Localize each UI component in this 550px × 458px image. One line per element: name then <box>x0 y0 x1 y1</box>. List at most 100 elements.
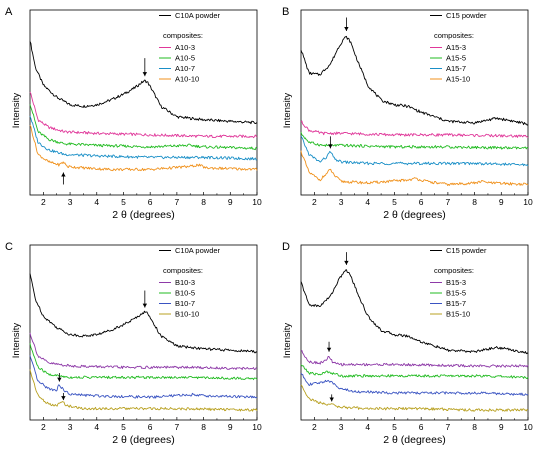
legend-entry: B10-5 <box>175 289 195 298</box>
legend-entry: A15-7 <box>446 64 466 73</box>
x-tick-label: 6 <box>148 197 153 207</box>
series-line-b15-10 <box>300 384 529 412</box>
x-tick-label: 8 <box>201 197 206 207</box>
legend-entry: A15-10 <box>446 75 470 84</box>
x-tick-label: 9 <box>228 422 233 432</box>
legend-entry: B15-7 <box>446 299 466 308</box>
annotation-arrow-head <box>61 172 66 177</box>
x-tick-label: 2 <box>312 422 317 432</box>
x-tick-label: 10 <box>252 422 262 432</box>
legend-entry: A15-3 <box>446 43 466 52</box>
y-axis-title: Intensity <box>282 323 293 359</box>
x-tick-label: 8 <box>472 422 477 432</box>
legend-entry: B15-3 <box>446 278 466 287</box>
y-axis-title: Intensity <box>11 323 22 359</box>
x-tick-label: 8 <box>472 197 477 207</box>
plot-frame <box>29 244 258 421</box>
legend-header: composites: <box>163 266 203 275</box>
legend-entry: A10-10 <box>175 75 199 84</box>
x-tick-label: 9 <box>499 197 504 207</box>
series-line-b15-3 <box>300 350 529 368</box>
series-line-b10-5 <box>29 343 258 381</box>
x-tick-label: 4 <box>94 422 99 432</box>
plot-frame <box>300 9 529 196</box>
x-tick-label: 10 <box>523 197 533 207</box>
legend-entry: B15-10 <box>446 310 470 319</box>
legend-header: composites: <box>163 31 203 40</box>
x-tick-label: 4 <box>94 197 99 207</box>
x-tick-label: 2 <box>41 197 46 207</box>
annotation-arrow-head <box>326 347 332 352</box>
plot-frame <box>29 9 258 196</box>
legend-entry: C10A powder <box>175 246 221 255</box>
legend-entry: B10-10 <box>175 310 199 319</box>
legend-entry: B10-3 <box>175 278 195 287</box>
x-tick-label: 7 <box>175 197 180 207</box>
series-line-a10-3 <box>29 91 258 139</box>
legend-entry: A10-5 <box>175 54 195 63</box>
x-tick-label: 5 <box>121 197 126 207</box>
x-axis-title: 2 θ (degrees) <box>383 434 445 446</box>
x-tick-label: 3 <box>339 422 344 432</box>
series-line-b10-7 <box>29 355 258 399</box>
annotation-arrow-head <box>142 72 148 77</box>
x-tick-label: 7 <box>175 422 180 432</box>
annotation-arrow-head <box>61 396 66 401</box>
x-tick-label: 8 <box>201 422 206 432</box>
series-line-c10a-powder <box>29 273 258 354</box>
x-tick-label: 6 <box>148 422 153 432</box>
series-line-a10-5 <box>29 104 258 151</box>
plot-frame <box>300 244 529 421</box>
annotation-arrow-head <box>329 397 334 402</box>
x-tick-label: 6 <box>419 422 424 432</box>
panel-a: A 2 3 4 5 6 7 8 9 10 2 θ (degrees) Intensity C10A po… <box>5 6 262 221</box>
legend-header: composites: <box>434 266 474 275</box>
legend-entry: B10-7 <box>175 299 195 308</box>
panel-letter: B <box>282 6 289 18</box>
series-line-a15-10 <box>300 150 529 186</box>
annotation-arrow-head <box>57 377 62 382</box>
annotation-arrow-head <box>344 260 349 265</box>
panel-b: B 2 3 4 5 6 7 8 9 10 2 θ (degrees) Intensity C15 pow… <box>282 6 533 221</box>
x-tick-label: 4 <box>365 197 370 207</box>
legend-entry: A15-5 <box>446 54 466 63</box>
x-tick-label: 10 <box>252 197 262 207</box>
x-axis-title: 2 θ (degrees) <box>112 434 174 446</box>
x-axis-title: 2 θ (degrees) <box>383 209 445 221</box>
x-tick-label: 3 <box>68 197 73 207</box>
panel-d: D 2 3 4 5 6 7 8 9 10 2 θ (degrees) Intensity C15 pow… <box>282 241 533 446</box>
series-line-c15-powder <box>300 35 529 126</box>
legend-entry: C10A powder <box>175 11 221 20</box>
x-tick-label: 10 <box>523 422 533 432</box>
x-tick-label: 4 <box>365 422 370 432</box>
x-axis-title: 2 θ (degrees) <box>112 209 174 221</box>
series-line-b15-7 <box>300 372 529 396</box>
series-line-a15-3 <box>300 120 529 138</box>
legend-entry: A10-7 <box>175 64 195 73</box>
legend-entry: A10-3 <box>175 43 195 52</box>
annotation-arrow-head <box>344 27 349 32</box>
series-line-a15-5 <box>300 132 529 150</box>
series-line-c15-powder <box>300 269 529 355</box>
annotation-arrow-head <box>142 303 148 308</box>
x-tick-label: 5 <box>121 422 126 432</box>
panel-letter: C <box>5 241 13 253</box>
x-tick-label: 3 <box>339 197 344 207</box>
series-line-b15-5 <box>300 364 529 380</box>
x-tick-label: 5 <box>392 197 397 207</box>
series-line-a15-7 <box>300 135 529 167</box>
x-tick-label: 2 <box>41 422 46 432</box>
series-line-b10-3 <box>29 332 258 371</box>
panel-letter: D <box>282 241 290 253</box>
series-line-a10-7 <box>29 115 258 161</box>
x-tick-label: 7 <box>446 422 451 432</box>
legend-entry: B15-5 <box>446 289 466 298</box>
x-tick-label: 9 <box>228 197 233 207</box>
legend-header: composites: <box>434 31 474 40</box>
x-tick-label: 3 <box>68 422 73 432</box>
legend-entry: C15 powder <box>446 11 487 20</box>
y-axis-title: Intensity <box>11 93 22 129</box>
series-line-c10a-powder <box>29 41 258 125</box>
panel-c: C 2 3 4 5 6 7 8 9 10 2 θ (degrees) Intensity C10A po… <box>5 241 262 446</box>
